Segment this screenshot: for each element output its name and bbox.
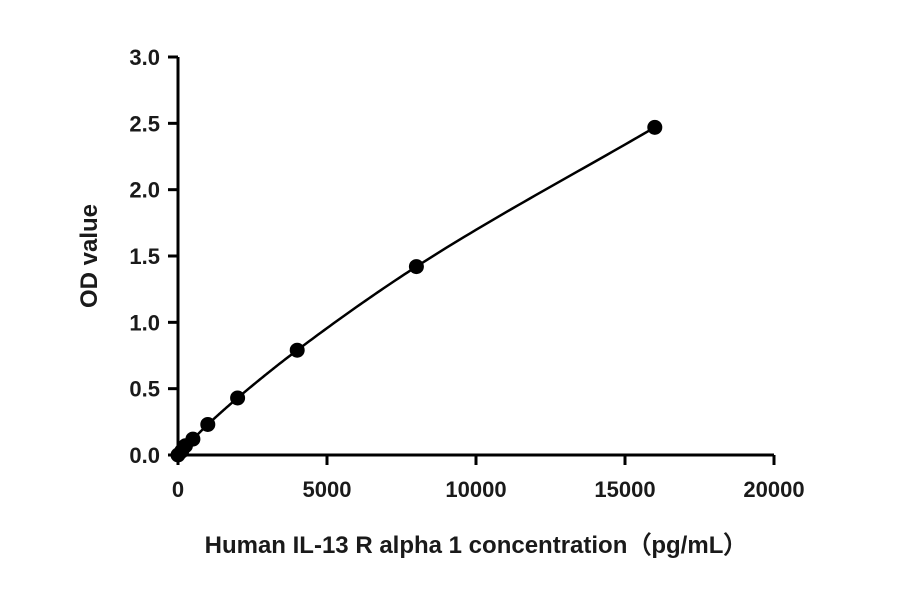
y-tick-label: 0.5	[129, 377, 160, 402]
x-tick-label: 15000	[594, 477, 655, 502]
y-tick-label: 1.5	[129, 244, 160, 269]
fit-curve	[177, 126, 656, 456]
x-tick-label: 10000	[445, 477, 506, 502]
data-point	[647, 119, 663, 135]
y-tick-label: 3.0	[129, 45, 160, 70]
data-points	[170, 119, 663, 463]
y-ticks: 0.0 0.5 1.0 1.5 2.0 2.5 3.0	[129, 45, 178, 468]
data-point	[200, 416, 216, 432]
x-axis-title: Human IL-13 R alpha 1 concentration（pg/m…	[205, 532, 748, 559]
x-tick-label: 5000	[303, 477, 352, 502]
y-tick-label: 2.5	[129, 111, 160, 136]
data-point	[230, 390, 246, 406]
y-tick-label: 2.0	[129, 178, 160, 203]
x-tick-label: 0	[172, 477, 184, 502]
x-ticks: 0 5000 10000 15000 20000	[172, 455, 805, 502]
y-tick-label: 1.0	[129, 310, 160, 335]
y-tick-label: 0.0	[129, 443, 160, 468]
data-point	[408, 259, 424, 275]
y-axis-title: OD value	[76, 204, 103, 308]
data-point	[289, 342, 305, 358]
x-tick-label: 20000	[743, 477, 804, 502]
data-point	[185, 431, 201, 447]
axes	[176, 57, 774, 457]
